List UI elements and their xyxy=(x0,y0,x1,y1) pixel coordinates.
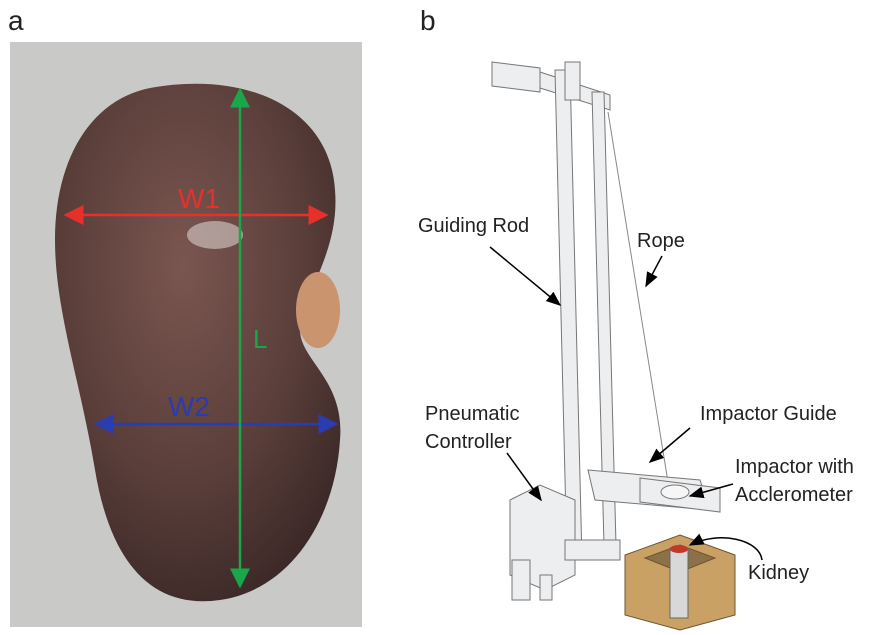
callout: Kidney xyxy=(748,562,809,584)
callout: Guiding Rod xyxy=(418,215,529,237)
kidney-hilum xyxy=(296,272,340,348)
panel-label: b xyxy=(420,5,436,36)
highlight xyxy=(187,221,243,249)
figure: a W1 W2 L b Guiding Rod Rope Pneum xyxy=(0,0,879,635)
apparatus xyxy=(492,62,735,630)
callout: Impactor Guide xyxy=(700,403,837,425)
callout: Pneumatic xyxy=(425,403,520,425)
w2-label: W2 xyxy=(168,391,210,422)
callout: Acclerometer xyxy=(735,484,853,506)
callout: Impactor with xyxy=(735,456,854,478)
callout: Rope xyxy=(637,230,685,252)
l-label: L xyxy=(253,324,267,354)
callout: Controller xyxy=(425,431,512,453)
w1-label: W1 xyxy=(178,183,220,214)
panel-label: a xyxy=(8,5,24,36)
